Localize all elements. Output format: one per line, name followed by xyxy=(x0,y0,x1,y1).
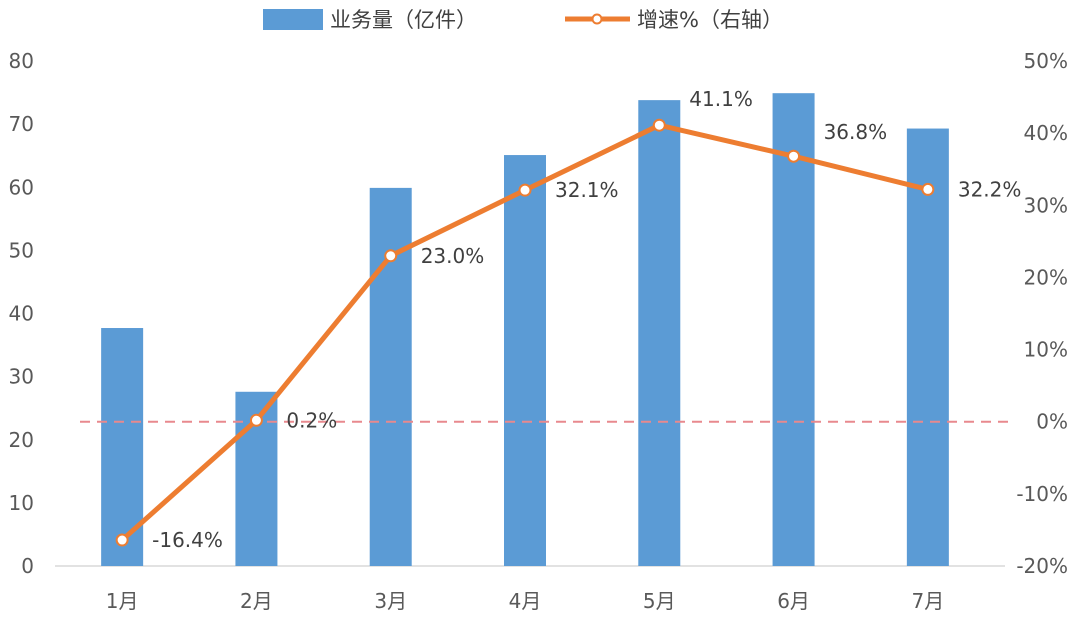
legend: 业务量（亿件） 增速%（右轴） xyxy=(263,8,783,32)
y-axis-right: -20% -10% 0% 10% 20% 30% 40% 50% xyxy=(1016,49,1068,578)
bar xyxy=(906,128,949,566)
y-axis-left: 0 10 20 30 40 50 60 70 80 xyxy=(9,49,34,578)
y-left-tick-label: 70 xyxy=(9,112,34,136)
legend-line-label: 增速%（右轴） xyxy=(637,8,783,32)
data-label: -16.4% xyxy=(152,528,223,552)
line-point xyxy=(787,149,801,163)
y-right-tick-label: 50% xyxy=(1024,49,1068,73)
line-point xyxy=(249,413,263,427)
x-tick-label: 7月 xyxy=(911,589,944,613)
bar xyxy=(772,93,815,566)
data-label: 41.1% xyxy=(689,87,753,111)
y-left-tick-label: 10 xyxy=(9,491,34,515)
y-right-tick-label: 40% xyxy=(1024,121,1068,145)
y-right-tick-label: -20% xyxy=(1016,554,1068,578)
line-point xyxy=(652,118,666,132)
y-left-tick-label: 20 xyxy=(9,428,34,452)
x-tick-label: 4月 xyxy=(509,589,542,613)
data-label: 0.2% xyxy=(286,408,337,432)
y-right-tick-label: 20% xyxy=(1024,265,1068,289)
y-left-tick-label: 60 xyxy=(9,175,34,199)
y-left-tick-label: 50 xyxy=(9,238,34,262)
x-axis-labels: 1月 2月 3月 4月 5月 6月 7月 xyxy=(106,589,944,613)
x-tick-label: 5月 xyxy=(643,589,676,613)
y-right-tick-label: 0% xyxy=(1036,410,1068,434)
bar xyxy=(369,187,412,566)
data-label: 32.2% xyxy=(958,177,1022,201)
data-label: 23.0% xyxy=(421,244,485,268)
line-series: -16.4% 0.2% 23.0% 32.1% 41.1% 36.8% 32.2% xyxy=(115,87,1022,552)
y-left-tick-label: 0 xyxy=(21,554,34,578)
x-tick-label: 1月 xyxy=(106,589,139,613)
line-point xyxy=(384,249,398,263)
x-tick-label: 3月 xyxy=(374,589,407,613)
y-right-tick-label: 30% xyxy=(1024,193,1068,217)
y-left-tick-label: 40 xyxy=(9,302,34,326)
line-point xyxy=(115,533,129,547)
y-left-tick-label: 80 xyxy=(9,49,34,73)
line-point xyxy=(921,182,935,196)
bar xyxy=(638,100,681,566)
bar xyxy=(101,328,144,566)
legend-bar-label: 业务量（亿件） xyxy=(330,8,477,32)
y-left-tick-label: 30 xyxy=(9,365,34,389)
x-tick-label: 2月 xyxy=(240,589,273,613)
y-right-tick-label: 10% xyxy=(1024,338,1068,362)
y-right-tick-label: -10% xyxy=(1016,482,1068,506)
line-point xyxy=(518,183,532,197)
data-label: 36.8% xyxy=(824,120,888,144)
bar xyxy=(504,155,546,566)
data-label: 32.1% xyxy=(555,178,619,202)
x-tick-label: 6月 xyxy=(777,589,810,613)
legend-line-marker xyxy=(591,13,603,25)
legend-bar-swatch xyxy=(263,9,323,30)
